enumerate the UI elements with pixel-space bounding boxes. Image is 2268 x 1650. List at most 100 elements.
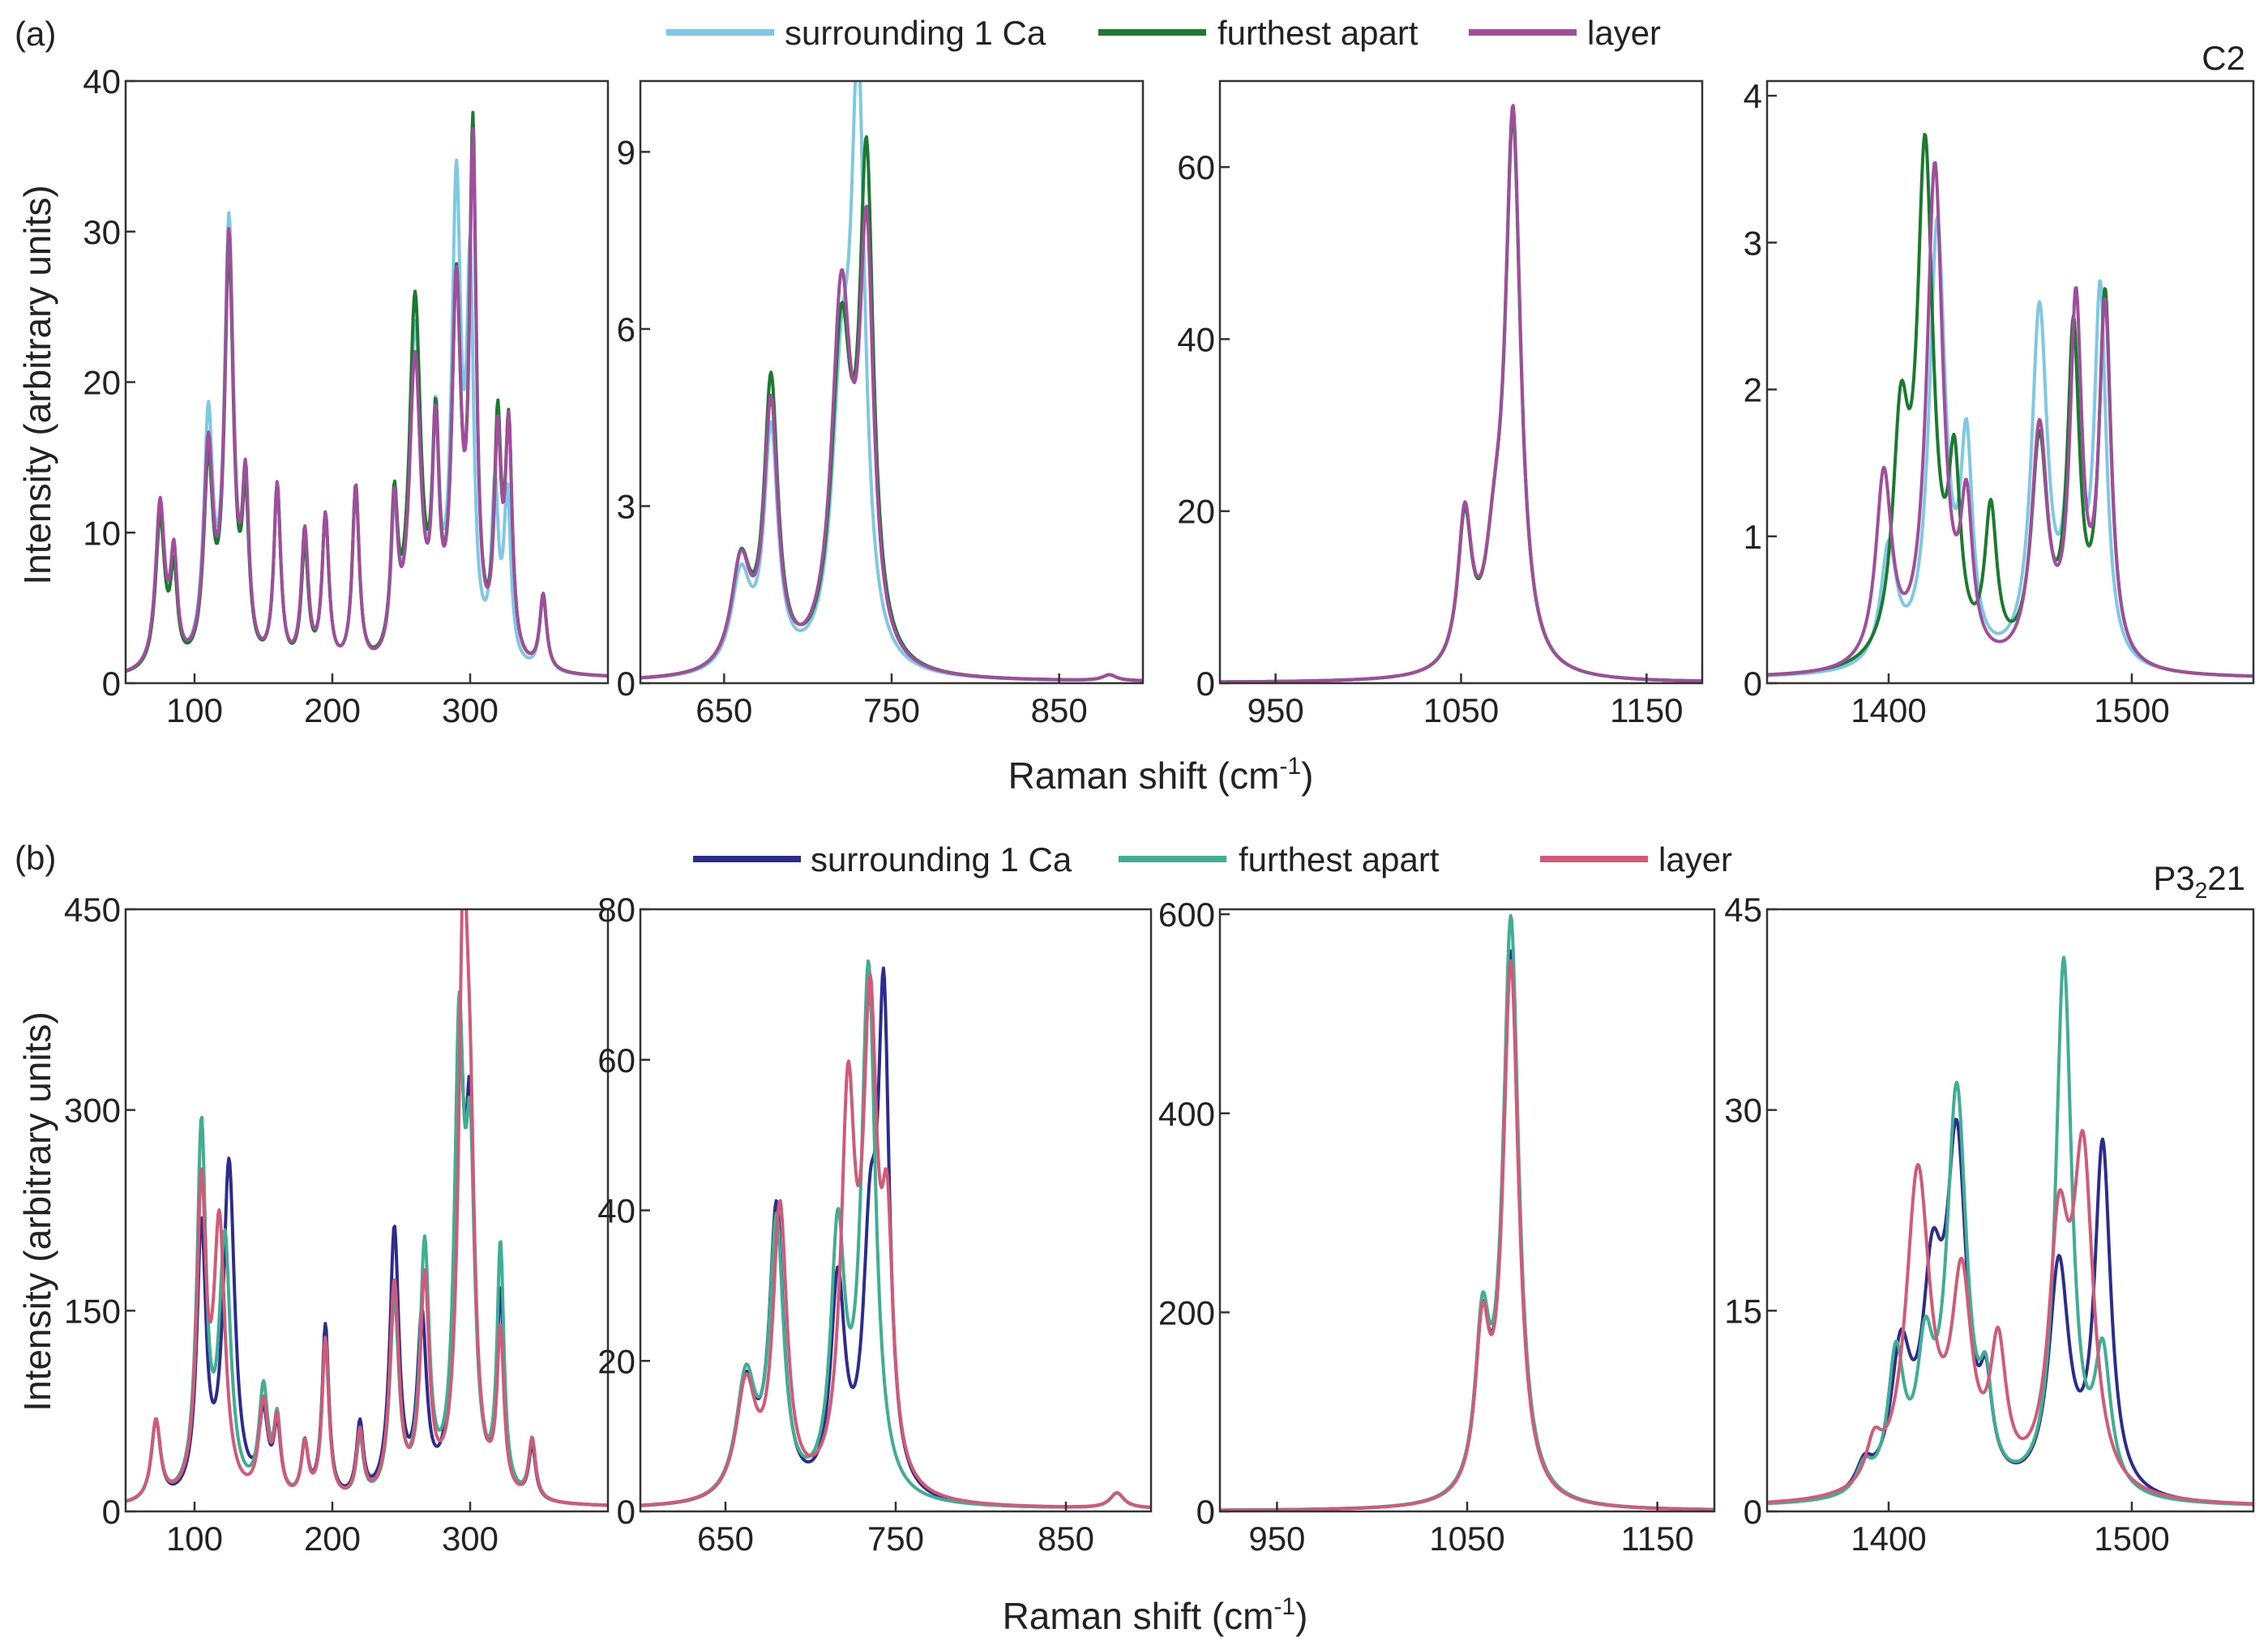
- subplot-b-0: 100 200 300 0 150 300 450: [64, 891, 610, 1558]
- x-tick-label: 650: [697, 1520, 754, 1558]
- y-tick-label: 400: [1158, 1095, 1215, 1133]
- x-tick-label: 1150: [1610, 691, 1683, 729]
- x-tick-label: 300: [442, 1520, 499, 1558]
- y-tick-label: 0: [1744, 665, 1762, 703]
- plot-frame: [124, 908, 610, 1513]
- x-tick-label: 100: [166, 691, 223, 729]
- subplot-b-3: 1400 1500 0 15 30 45: [1724, 891, 2255, 1558]
- y-tick-label: 0: [1744, 1493, 1762, 1531]
- x-axis-title-a: Raman shift (cm-1): [1008, 753, 1314, 797]
- y-tick-label: 2: [1744, 371, 1762, 409]
- legend-label-a-0: surrounding 1 Ca: [785, 14, 1046, 52]
- y-tick-label: 80: [597, 891, 635, 929]
- series-line-b-3-2: [1767, 1129, 2253, 1506]
- y-tick-label: 300: [64, 1092, 121, 1130]
- y-tick-label: 0: [102, 665, 121, 703]
- legend-label-a-1: furthest apart: [1217, 14, 1419, 52]
- subplot-a-0: 100 200 300 0 10 20 30 40: [83, 62, 610, 729]
- series-line-a-0-2: [126, 126, 608, 678]
- series-line-b-2-0: [1220, 949, 1714, 1511]
- legend-label-b-2: layer: [1658, 840, 1732, 878]
- x-axis-title-a-text: Raman shift (cm: [1008, 754, 1280, 797]
- plot-frame: [1218, 79, 1704, 685]
- plot-frame: [1218, 908, 1716, 1513]
- y-tick-label: 1: [1744, 518, 1762, 556]
- y-tick-label: 10: [83, 514, 121, 552]
- x-tick-label: 650: [695, 691, 752, 729]
- series-line-a-3-1: [1767, 132, 2253, 678]
- x-tick-label: 1050: [1423, 691, 1499, 729]
- x-tick-label: 1050: [1429, 1520, 1504, 1558]
- y-tick-label: 200: [1158, 1293, 1215, 1332]
- legend-a: surrounding 1 Ca furthest apart layer: [666, 14, 1661, 52]
- y-tick-label: 450: [64, 891, 121, 929]
- plot-frame: [1765, 908, 2255, 1513]
- y-tick-label: 4: [1744, 77, 1762, 115]
- plot-frame: [1765, 79, 2255, 685]
- x-axis-title-b: Raman shift (cm-1): [1003, 1593, 1308, 1637]
- series-line-b-2-2: [1220, 959, 1714, 1511]
- space-group-a: C2: [2202, 39, 2245, 77]
- y-tick-label: 3: [617, 487, 635, 525]
- space-group-b-main: P3: [2153, 859, 2194, 897]
- series-line-a-1-1: [640, 135, 1143, 682]
- x-tick-label: 750: [863, 691, 920, 729]
- legend-label-b-1: furthest apart: [1239, 840, 1440, 878]
- y-tick-label: 45: [1724, 891, 1762, 929]
- plot-frame: [639, 79, 1145, 685]
- legend-label-a-2: layer: [1587, 14, 1661, 52]
- y-tick-label: 0: [1196, 665, 1215, 703]
- y-tick-label: 40: [83, 62, 121, 100]
- y-tick-label: 40: [1177, 320, 1215, 358]
- x-axis-title-b-close: ): [1295, 1595, 1307, 1637]
- y-tick-label: 30: [1724, 1092, 1762, 1130]
- x-tick-label: 1150: [1620, 1520, 1693, 1558]
- series-line-b-1-0: [640, 966, 1151, 1509]
- series-line-a-2-0: [1220, 113, 1702, 683]
- space-group-b-sub: 2: [2195, 878, 2208, 903]
- y-tick-label: 15: [1724, 1292, 1762, 1330]
- subplot-a-1: 650 750 850 0 3 6 9: [617, 79, 1145, 729]
- x-tick-label: 1400: [1851, 691, 1926, 729]
- series-line-a-3-2: [1767, 160, 2253, 678]
- x-axis-title-b-sup: -1: [1273, 1593, 1295, 1620]
- y-tick-label: 0: [102, 1493, 121, 1531]
- legend-label-b-0: surrounding 1 Ca: [811, 840, 1072, 878]
- x-tick-label: 750: [867, 1520, 924, 1558]
- subplot-a-3: 1400 1500 0 1 2 3 4: [1744, 77, 2255, 729]
- y-tick-label: 600: [1158, 896, 1215, 934]
- y-axis-title-b: Intensity (arbitrary units): [16, 1011, 58, 1411]
- legend-b: surrounding 1 Ca furthest apart layer: [693, 840, 1732, 878]
- y-tick-label: 60: [597, 1041, 635, 1079]
- series-line-a-2-2: [1220, 104, 1702, 683]
- x-tick-label: 200: [304, 1520, 361, 1558]
- y-tick-label: 20: [597, 1342, 635, 1380]
- y-tick-label: 20: [1177, 493, 1215, 531]
- series-line-a-1-0: [640, 81, 1143, 682]
- x-tick-label: 200: [304, 691, 361, 729]
- subplot-a-2: 950 1050 1150 0 20 40 60: [1177, 79, 1704, 729]
- series-line-b-3-0: [1767, 1118, 2253, 1506]
- panel-label-a: (a): [15, 15, 56, 53]
- x-axis-title-a-close: ): [1301, 754, 1313, 797]
- x-tick-label: 950: [1248, 1520, 1305, 1558]
- subplot-b-1: 650 750 850 0 20 40 60 80: [597, 891, 1153, 1558]
- y-tick-label: 9: [617, 133, 635, 171]
- x-tick-label: 850: [1031, 691, 1088, 729]
- plot-frame: [639, 908, 1153, 1513]
- x-tick-label: 950: [1247, 691, 1304, 729]
- y-tick-label: 0: [617, 1493, 635, 1531]
- y-tick-label: 0: [617, 665, 635, 703]
- series-line-b-1-1: [640, 959, 1151, 1509]
- y-tick-label: 6: [617, 310, 635, 348]
- series-line-b-0-2: [126, 909, 608, 1507]
- y-axis-title-a: Intensity (arbitrary units): [16, 185, 58, 584]
- y-tick-label: 20: [83, 364, 121, 402]
- series-line-a-2-1: [1220, 113, 1702, 683]
- series-line-b-2-1: [1220, 913, 1714, 1511]
- series-line-b-3-1: [1767, 955, 2253, 1507]
- x-tick-label: 850: [1038, 1520, 1094, 1558]
- panel-label-b: (b): [15, 839, 56, 877]
